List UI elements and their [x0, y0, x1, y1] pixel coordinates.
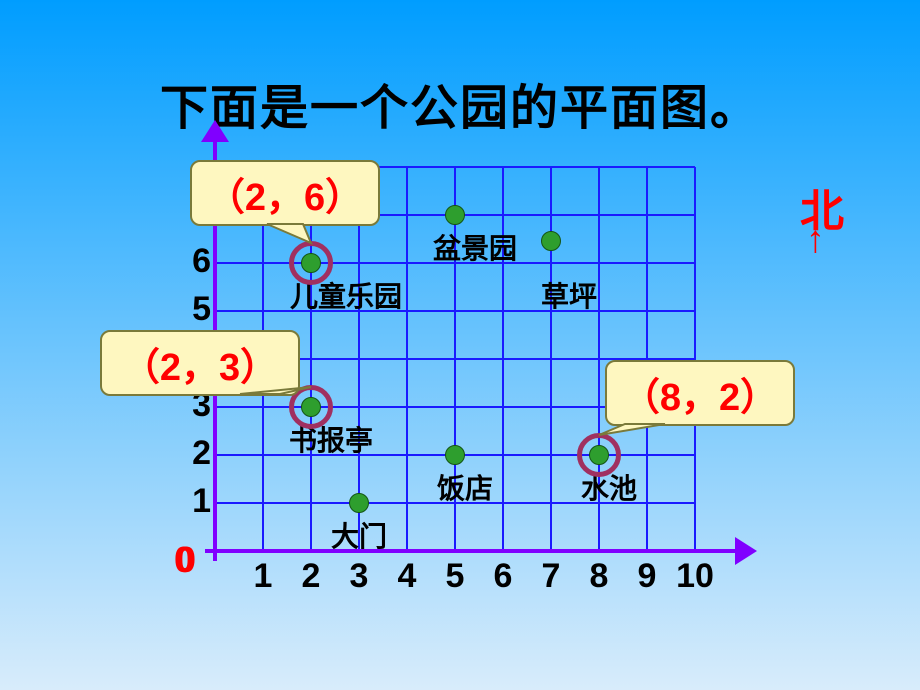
x-tick-label: 1	[241, 557, 285, 596]
map-point	[445, 205, 465, 225]
x-tick-label: 6	[481, 557, 525, 596]
origin-label: 0	[175, 539, 195, 581]
gridline-v	[502, 167, 504, 551]
map-point-label: 盆景园	[433, 227, 517, 267]
y-tick-label: 2	[171, 434, 211, 473]
x-tick-label: 8	[577, 557, 621, 596]
coordinate-callout: （2，6）	[190, 160, 380, 226]
y-tick-label: 1	[171, 482, 211, 521]
y-tick-label: 5	[171, 290, 211, 329]
x-tick-label: 5	[433, 557, 477, 596]
x-tick-label: 10	[673, 557, 717, 596]
highlight-ring	[577, 433, 621, 477]
coordinate-callout: （8，2）	[605, 360, 795, 426]
north-arrow: ↑	[806, 219, 825, 262]
x-tick-label: 3	[337, 557, 381, 596]
y-tick-label: 6	[171, 242, 211, 281]
gridline-v	[694, 167, 696, 551]
highlight-ring	[289, 241, 333, 285]
map-point	[349, 493, 369, 513]
map-point-label: 饭店	[437, 467, 493, 507]
map-point	[445, 445, 465, 465]
x-axis-arrow	[735, 537, 757, 565]
y-axis-arrow	[201, 120, 229, 142]
x-tick-label: 4	[385, 557, 429, 596]
x-tick-label: 2	[289, 557, 333, 596]
gridline-v	[550, 167, 552, 551]
map-point-label: 草坪	[541, 275, 597, 315]
page-title: 下面是一个公园的平面图。	[0, 68, 920, 138]
x-axis	[205, 549, 735, 553]
x-tick-label: 9	[625, 557, 669, 596]
map-point-label: 大门	[331, 515, 387, 555]
map-point	[541, 231, 561, 251]
coordinate-callout: （2，3）	[100, 330, 300, 396]
gridline-v	[646, 167, 648, 551]
x-tick-label: 7	[529, 557, 573, 596]
gridline-v	[406, 167, 408, 551]
